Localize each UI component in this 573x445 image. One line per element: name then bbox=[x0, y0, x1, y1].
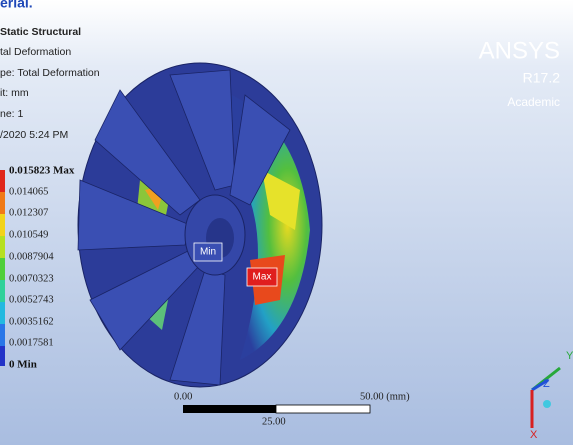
logo-version: R17.2 bbox=[523, 70, 561, 86]
scale-end: 50.00 (mm) bbox=[360, 391, 410, 402]
logo-name: ANSYS bbox=[479, 37, 560, 64]
analysis-name: Static Structural bbox=[0, 26, 81, 38]
legend-label: 0.014065 bbox=[9, 186, 48, 197]
legend-label: 0.0052743 bbox=[9, 294, 54, 305]
title-fragment: erial. bbox=[0, 0, 33, 11]
legend-label: 0 Min bbox=[9, 359, 37, 371]
axis-y: Y bbox=[566, 350, 573, 362]
result-name: tal Deformation bbox=[0, 46, 71, 58]
result-type: pe: Total Deformation bbox=[0, 67, 100, 79]
legend-label: 0.012307 bbox=[9, 207, 48, 218]
logo-edition: Academic bbox=[507, 95, 560, 109]
legend-label: 0.0035162 bbox=[9, 316, 54, 327]
legend-label: 0.010549 bbox=[9, 229, 48, 240]
min-label: Min bbox=[200, 247, 216, 258]
unit: it: mm bbox=[0, 87, 29, 99]
axis-z: Z bbox=[543, 378, 550, 390]
legend-label: 0.0017581 bbox=[9, 337, 54, 348]
time: ne: 1 bbox=[0, 108, 24, 120]
legend-label: 0.0087904 bbox=[9, 251, 54, 262]
scale-start: 0.00 bbox=[174, 391, 192, 402]
date: /2020 5:24 PM bbox=[0, 129, 68, 141]
scale-middle: 25.00 bbox=[262, 416, 286, 427]
viewport: erial. Static Structural tal Deformation… bbox=[0, 0, 573, 445]
legend-label: 0.015823 Max bbox=[9, 165, 75, 177]
axis-x: X bbox=[530, 429, 538, 441]
max-label: Max bbox=[253, 272, 272, 283]
model bbox=[78, 63, 322, 387]
legend-label: 0.0070323 bbox=[9, 273, 54, 284]
